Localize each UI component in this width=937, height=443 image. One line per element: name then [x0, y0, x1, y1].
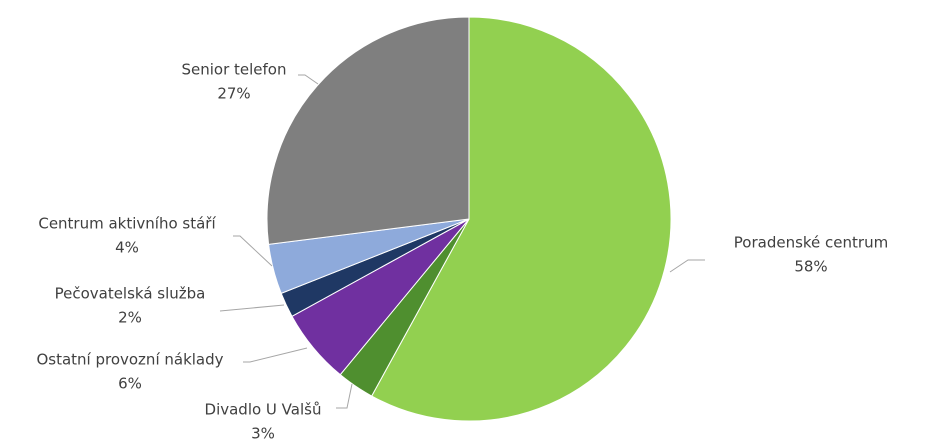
pie-slice	[266, 16, 470, 245]
slice-label: Senior telefon	[181, 61, 286, 79]
leader-line	[336, 383, 353, 409]
slice-label: Ostatní provozní náklady	[36, 351, 223, 369]
slice-value-label: 27%	[217, 85, 250, 103]
slice-label: Poradenské centrum	[734, 234, 888, 252]
slice-value-label: 3%	[251, 425, 275, 443]
pie-slice	[371, 16, 672, 422]
slice-value-label: 58%	[794, 258, 827, 276]
slice-value-label: 6%	[118, 375, 142, 393]
slice-label: Centrum aktivního stáří	[38, 215, 216, 233]
leader-line	[298, 74, 319, 85]
slice-label: Divadlo U Valšů	[205, 401, 322, 419]
leader-line	[219, 304, 285, 312]
leader-line	[669, 259, 705, 273]
leader-line	[233, 235, 273, 267]
slice-value-label: 2%	[118, 309, 142, 327]
slice-label: Pečovatelská služba	[55, 285, 206, 303]
slice-value-label: 4%	[115, 239, 139, 257]
leader-line	[243, 347, 308, 363]
